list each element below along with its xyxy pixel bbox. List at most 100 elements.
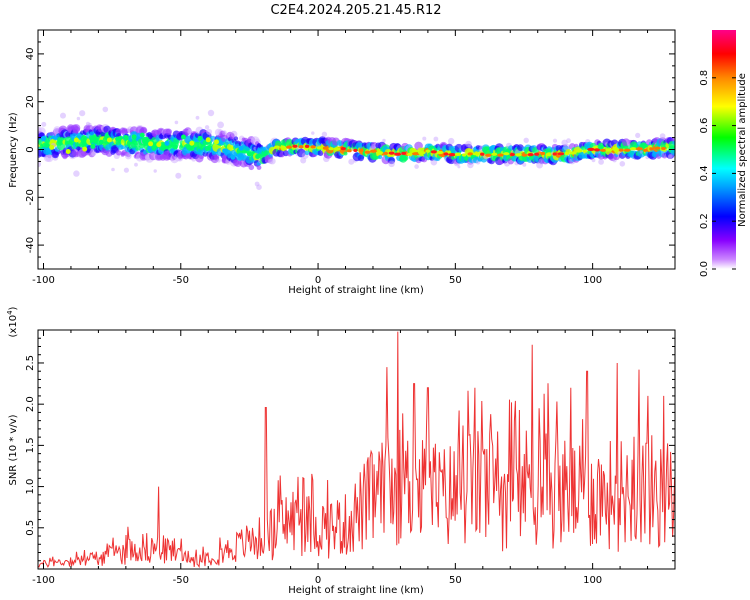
spectrogram-cell	[448, 137, 455, 145]
spectrogram-panel: -100 -50 0 50 100 40 20 0 -20 -40 Height of strai…	[8, 29, 676, 296]
spectrogram-blob	[131, 134, 137, 140]
snr-scale-exponent: 4	[6, 310, 14, 315]
spectrogram-cell	[552, 138, 558, 143]
spectrogram-ridge-cell	[462, 153, 467, 157]
spectrogram-cell	[140, 126, 148, 134]
spectrogram-blob	[106, 137, 112, 143]
spectrogram-cell	[566, 138, 571, 144]
spectrogram-ridge-cell	[600, 148, 607, 152]
spectrogram-blob	[222, 148, 228, 154]
spectrogram-ridge-cell	[515, 153, 522, 157]
snr-xtick-label: 50	[449, 575, 462, 586]
spectrogram-cell	[125, 152, 132, 160]
spectrogram-cell	[256, 184, 262, 190]
colorbar-tick-label: 0.4	[699, 165, 710, 181]
snr-xtick-label: 0	[315, 575, 321, 586]
spectrogram-cell	[206, 128, 213, 135]
spectrogram-ytick-label: -40	[25, 237, 36, 253]
spectrogram-cell	[382, 138, 386, 143]
spectrogram-cell	[321, 131, 328, 137]
spectrogram-ridge-cell	[654, 146, 661, 150]
spectrogram-blob	[49, 144, 55, 150]
spectrogram-ridge-cell	[394, 152, 402, 156]
spectrogram-blob	[123, 135, 129, 140]
spectrogram-cell	[44, 141, 51, 149]
spectrogram-ridge-cell	[564, 151, 569, 156]
spectrogram-cell	[174, 120, 179, 125]
spectrogram-ylabel: Frequency (Hz)	[8, 112, 19, 188]
spectrogram-ridge-cell	[575, 149, 583, 153]
spectrogram-cell	[433, 136, 439, 142]
spectrogram-cell	[175, 172, 182, 179]
spectrogram-xtick-label: -100	[32, 275, 55, 286]
spectrogram-ytick-label: -20	[25, 189, 36, 205]
spectrogram-blob	[205, 137, 211, 143]
snr-scale-label: (x104)	[6, 306, 19, 337]
snr-ytick-label: 2.0	[25, 396, 36, 412]
spectrogram-ridge-cell	[618, 148, 624, 152]
spectrogram-ridge-cell	[467, 152, 473, 156]
spectrogram-ridge-cell	[383, 151, 389, 155]
spectrogram-ridge-cell	[491, 152, 498, 156]
spectrogram-cell	[256, 165, 262, 171]
spectrogram-ridge-cell	[340, 147, 347, 151]
spectrogram-cell	[165, 128, 172, 136]
snr-ytick-label: 0.5	[25, 520, 36, 536]
spectrogram-blob	[164, 140, 170, 146]
spectrogram-cell	[134, 162, 138, 167]
spectrogram-ridge-cell	[310, 145, 316, 149]
spectrogram-cell	[76, 116, 81, 121]
spectrogram-xlabel: Height of straight line (km)	[288, 285, 424, 296]
snr-axes: -100 -50 0 50 100 0.5 1.0 1.5 2.0 2.5	[25, 330, 675, 586]
spectrogram-blob	[82, 146, 88, 152]
spectrogram-ridge-cell	[286, 145, 292, 149]
spectrogram-ridge-cell	[333, 147, 341, 151]
spectrogram-cell	[317, 150, 324, 157]
spectrogram-ridge-cell	[298, 145, 304, 149]
spectrogram-ridge-cell	[497, 153, 504, 157]
colorbar-ticks: 0.0 0.2 0.4 0.6 0.8	[699, 70, 736, 277]
spectrogram-ridge-cell	[388, 151, 395, 155]
spectrogram-cell	[563, 143, 570, 151]
spectrogram-cell	[522, 162, 527, 167]
spectrogram-ridge-cell	[569, 151, 577, 155]
spectrogram-cell	[311, 131, 315, 135]
spectrogram-ridge-cell	[649, 147, 654, 151]
spectrogram-ridge-cell	[557, 152, 565, 156]
spectrogram-ridge-cell	[273, 145, 280, 149]
spectrogram-ridge-cell	[643, 148, 648, 152]
spectrogram-ridge-cell	[503, 152, 510, 156]
spectrogram-ridge-cell	[527, 153, 534, 157]
figure-title: C2E4.2024.205.21.45.R12	[270, 3, 441, 18]
spectrogram-ridge-cell	[605, 148, 613, 152]
spectrogram-cell	[204, 125, 210, 130]
spectrogram-blob	[197, 135, 203, 141]
snr-xtick-label: 100	[583, 575, 602, 586]
colorbar-gradient	[712, 30, 736, 269]
spectrogram-ridge-cell	[594, 148, 600, 152]
spectrogram-cell	[207, 109, 215, 117]
colorbar-tick-label: 0.6	[699, 118, 710, 134]
spectrogram-ridge-cell	[521, 153, 528, 157]
spectrogram-ridge-cell	[454, 152, 462, 156]
spectrogram-cell	[300, 157, 307, 164]
spectrogram-blob	[90, 143, 96, 149]
snr-frame	[37, 329, 676, 570]
spectrogram-ridge-cell	[425, 149, 431, 153]
spectrogram-cell	[123, 167, 129, 173]
spectrogram-blob	[148, 141, 154, 147]
spectrogram-ridge-cell	[359, 148, 364, 152]
spectrogram-cell	[88, 122, 92, 127]
spectrogram-ridge-cell	[292, 144, 298, 148]
spectrogram-ridge-cell	[629, 147, 637, 151]
spectrogram-blob	[255, 154, 261, 159]
spectrogram-cell	[39, 132, 45, 138]
spectrogram-ridge-cell	[406, 152, 413, 156]
spectrogram-marks	[38, 106, 675, 190]
spectrogram-cell	[153, 169, 157, 173]
spectrogram-ridge-cell	[322, 146, 328, 150]
spectrogram-cell	[414, 164, 419, 169]
spectrogram-cell	[120, 145, 125, 150]
spectrogram-ridge-cell	[401, 151, 407, 155]
